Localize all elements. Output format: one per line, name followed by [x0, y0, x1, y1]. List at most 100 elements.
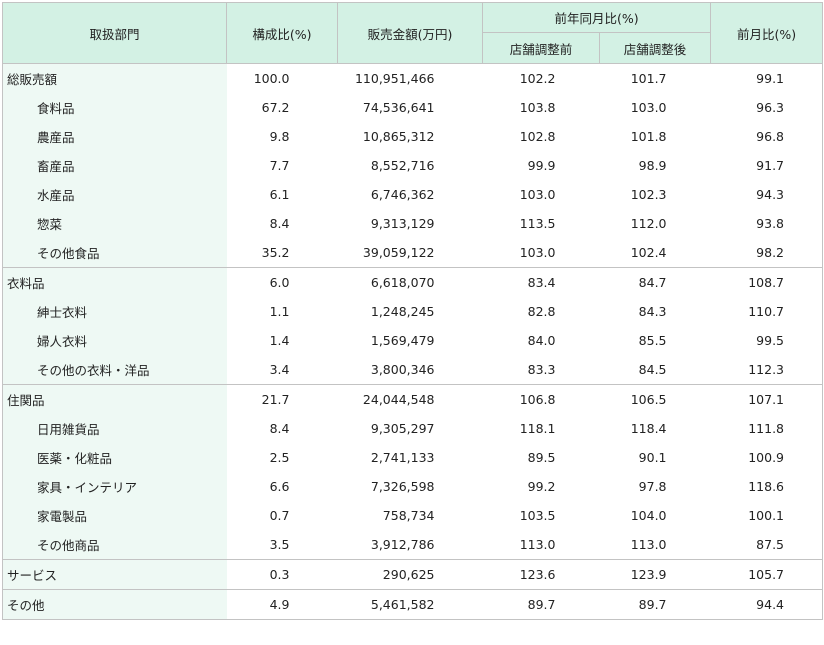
table-header: 取扱部門 構成比(%) 販売金額(万円) 前年同月比(%) 前月比(%) 店舗調…	[2, 2, 824, 64]
yoy-after-cell: 85.5	[599, 326, 711, 355]
sales-cell: 8,552,716	[337, 151, 483, 180]
mom-cell: 105.7	[710, 559, 824, 590]
ratio-cell: 0.3	[226, 559, 338, 590]
table-row: 衣料品 6.0 6,618,070 83.4 84.7 108.7	[2, 267, 824, 297]
ratio-cell: 6.6	[226, 472, 338, 501]
yoy-after-cell: 89.7	[599, 589, 711, 620]
sales-cell: 39,059,122	[337, 238, 483, 268]
header-mom: 前月比(%)	[710, 2, 824, 64]
yoy-after-cell: 102.3	[599, 180, 711, 209]
subcategory-name: 日用雑貨品	[2, 414, 227, 443]
yoy-after-cell: 101.7	[599, 63, 711, 93]
sales-cell: 758,734	[337, 501, 483, 530]
table-row: 総販売額 100.0 110,951,466 102.2 101.7 99.1	[2, 63, 824, 93]
yoy-after-cell: 118.4	[599, 414, 711, 443]
yoy-before-cell: 103.5	[482, 501, 600, 530]
ratio-cell: 4.9	[226, 589, 338, 620]
yoy-before-cell: 83.3	[482, 355, 600, 385]
category-name: 総販売額	[2, 63, 227, 93]
sales-cell: 9,313,129	[337, 209, 483, 238]
header-yoy-after: 店舗調整後	[598, 32, 712, 64]
ratio-cell: 3.5	[226, 530, 338, 560]
table-row: その他 4.9 5,461,582 89.7 89.7 94.4	[2, 589, 824, 620]
table-row: 紳士衣料 1.1 1,248,245 82.8 84.3 110.7	[2, 297, 824, 326]
mom-cell: 118.6	[710, 472, 824, 501]
header-sales: 販売金額(万円)	[337, 2, 483, 64]
yoy-after-cell: 84.3	[599, 297, 711, 326]
ratio-cell: 0.7	[226, 501, 338, 530]
subcategory-name: 農産品	[2, 122, 227, 151]
yoy-before-cell: 82.8	[482, 297, 600, 326]
subcategory-name: 惣菜	[2, 209, 227, 238]
table-row: その他商品 3.5 3,912,786 113.0 113.0 87.5	[2, 530, 824, 560]
ratio-cell: 6.1	[226, 180, 338, 209]
row-group: 住関品 21.7 24,044,548 106.8 106.5 107.1 日用雑貨品 8.4…	[2, 384, 824, 560]
yoy-after-cell: 123.9	[599, 559, 711, 590]
yoy-after-cell: 102.4	[599, 238, 711, 268]
sales-cell: 6,746,362	[337, 180, 483, 209]
sales-cell: 1,569,479	[337, 326, 483, 355]
mom-cell: 111.8	[710, 414, 824, 443]
yoy-before-cell: 113.0	[482, 530, 600, 560]
mom-cell: 107.1	[710, 384, 824, 414]
header-ratio: 構成比(%)	[226, 2, 338, 64]
ratio-cell: 100.0	[226, 63, 338, 93]
header-dept: 取扱部門	[2, 2, 227, 64]
mom-cell: 99.5	[710, 326, 824, 355]
row-group: 衣料品 6.0 6,618,070 83.4 84.7 108.7 紳士衣料 1.1 1,248…	[2, 267, 824, 385]
mom-cell: 112.3	[710, 355, 824, 385]
mom-cell: 99.1	[710, 63, 824, 93]
mom-cell: 94.3	[710, 180, 824, 209]
ratio-cell: 8.4	[226, 209, 338, 238]
yoy-after-cell: 112.0	[599, 209, 711, 238]
subcategory-name: 食料品	[2, 93, 227, 122]
category-name: その他	[2, 589, 227, 620]
header-yoy-before: 店舗調整前	[482, 32, 600, 64]
row-group: その他 4.9 5,461,582 89.7 89.7 94.4	[2, 589, 824, 620]
mom-cell: 96.8	[710, 122, 824, 151]
subcategory-name: その他の衣料・洋品	[2, 355, 227, 385]
yoy-before-cell: 99.2	[482, 472, 600, 501]
yoy-before-cell: 102.8	[482, 122, 600, 151]
ratio-cell: 35.2	[226, 238, 338, 268]
sales-cell: 24,044,548	[337, 384, 483, 414]
yoy-before-cell: 106.8	[482, 384, 600, 414]
header-yoy: 前年同月比(%)	[481, 2, 712, 33]
subcategory-name: 紳士衣料	[2, 297, 227, 326]
subcategory-name: 家具・インテリア	[2, 472, 227, 501]
sales-cell: 3,912,786	[337, 530, 483, 560]
mom-cell: 98.2	[710, 238, 824, 268]
yoy-before-cell: 83.4	[482, 267, 600, 297]
row-group: 総販売額 100.0 110,951,466 102.2 101.7 99.1 食料品 67.…	[2, 63, 824, 268]
sales-cell: 1,248,245	[337, 297, 483, 326]
ratio-cell: 1.4	[226, 326, 338, 355]
sales-cell: 7,326,598	[337, 472, 483, 501]
ratio-cell: 7.7	[226, 151, 338, 180]
yoy-before-cell: 103.8	[482, 93, 600, 122]
mom-cell: 96.3	[710, 93, 824, 122]
yoy-before-cell: 84.0	[482, 326, 600, 355]
table-row: 家具・インテリア 6.6 7,326,598 99.2 97.8 118.6	[2, 472, 824, 501]
ratio-cell: 1.1	[226, 297, 338, 326]
yoy-after-cell: 104.0	[599, 501, 711, 530]
table-row: 惣菜 8.4 9,313,129 113.5 112.0 93.8	[2, 209, 824, 238]
category-name: 住関品	[2, 384, 227, 414]
mom-cell: 93.8	[710, 209, 824, 238]
sales-cell: 3,800,346	[337, 355, 483, 385]
table-row: その他食品 35.2 39,059,122 103.0 102.4 98.2	[2, 238, 824, 268]
yoy-after-cell: 113.0	[599, 530, 711, 560]
ratio-cell: 9.8	[226, 122, 338, 151]
yoy-after-cell: 101.8	[599, 122, 711, 151]
ratio-cell: 21.7	[226, 384, 338, 414]
yoy-after-cell: 97.8	[599, 472, 711, 501]
sales-cell: 5,461,582	[337, 589, 483, 620]
table-row: 日用雑貨品 8.4 9,305,297 118.1 118.4 111.8	[2, 414, 824, 443]
yoy-before-cell: 89.7	[482, 589, 600, 620]
subcategory-name: 家電製品	[2, 501, 227, 530]
table-row: その他の衣料・洋品 3.4 3,800,346 83.3 84.5 112.3	[2, 355, 824, 385]
subcategory-name: 畜産品	[2, 151, 227, 180]
yoy-before-cell: 99.9	[482, 151, 600, 180]
mom-cell: 100.9	[710, 443, 824, 472]
yoy-after-cell: 98.9	[599, 151, 711, 180]
yoy-before-cell: 118.1	[482, 414, 600, 443]
